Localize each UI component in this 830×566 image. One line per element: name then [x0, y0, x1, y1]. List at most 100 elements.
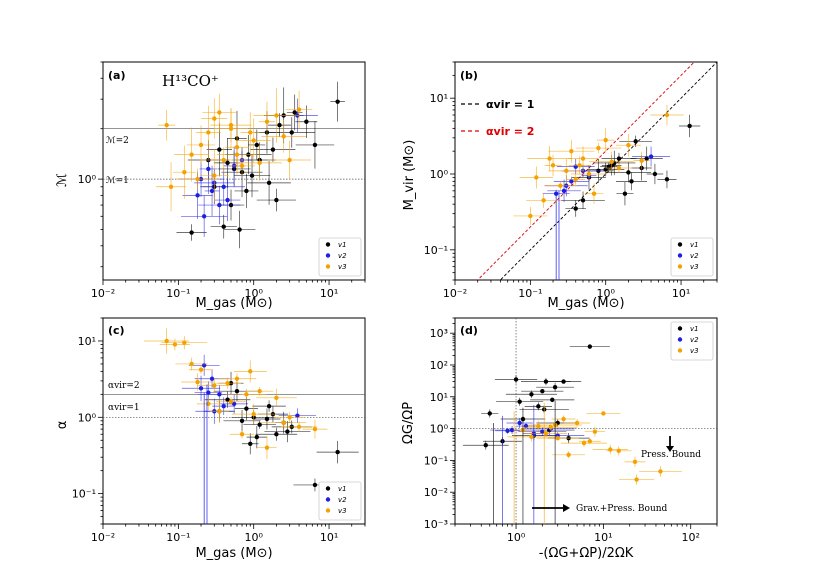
data-point-v2	[295, 413, 300, 418]
data-point-v2	[561, 188, 567, 194]
data-point-v3	[592, 429, 598, 434]
x-tick-label: 10⁰	[596, 287, 615, 300]
data-point-v3	[658, 469, 663, 474]
legend-label-v2: v2	[690, 336, 699, 344]
data-point-v3	[182, 169, 187, 175]
data-point-v3	[244, 392, 249, 397]
data-point-v1	[573, 206, 578, 211]
data-point-v1	[687, 123, 692, 129]
data-point-v1	[254, 142, 260, 148]
data-point-v2	[648, 154, 654, 159]
data-point-v3	[296, 107, 302, 112]
data-point-v1	[266, 180, 272, 186]
data-point-v3	[217, 110, 222, 115]
data-point-v3	[558, 183, 563, 188]
panel-a-frame	[102, 61, 366, 281]
legend-label-v2: v2	[690, 252, 699, 260]
panel-a-legend: v1 v2 v3	[318, 237, 362, 277]
legend-marker-v1	[325, 242, 331, 247]
y-tick-label: 10⁰	[78, 173, 97, 186]
data-point-v3	[195, 379, 200, 385]
y-tick-label: 10⁻¹	[72, 488, 96, 501]
data-point-v3	[608, 447, 613, 452]
data-point-v3	[206, 130, 211, 135]
data-point-v1	[304, 119, 309, 124]
panel-b: (b) αvir = 1 αvir = 2 M_gas (M⊙) M_vir (…	[402, 61, 718, 311]
data-point-v3	[664, 112, 670, 118]
data-point-v1	[264, 416, 270, 422]
legend-marker-v2	[677, 253, 683, 258]
data-point-v3	[574, 420, 580, 426]
data-point-v3	[274, 395, 279, 401]
data-point-v1	[221, 224, 226, 229]
data-point-v1	[244, 188, 249, 194]
x-tick-label: 10⁻¹	[166, 287, 190, 300]
data-point-v1	[335, 99, 340, 104]
data-point-v1	[234, 388, 240, 394]
data-point-v3	[168, 184, 174, 189]
data-point-v3	[548, 425, 553, 430]
y-tick-label: 10⁻¹	[424, 454, 448, 467]
data-point-v1	[550, 397, 555, 403]
data-point-v3	[591, 191, 597, 196]
data-point-v1	[536, 404, 541, 409]
data-point-v1	[312, 482, 318, 488]
data-point-v3	[189, 361, 194, 367]
data-point-v3	[234, 152, 240, 157]
data-point-v2	[217, 202, 222, 208]
data-point-v1	[540, 388, 545, 394]
x-tick-label: 10⁰	[244, 287, 263, 300]
panel-b-legend: v1 v2 v3	[670, 237, 714, 277]
data-point-v1	[487, 411, 492, 416]
data-point-v3	[228, 122, 234, 128]
data-point-v1	[249, 173, 255, 178]
data-point-v3	[632, 459, 638, 465]
panel-c-xlabel: M_gas (M⊙)	[195, 546, 272, 561]
y-tick-label: 10⁰	[78, 411, 97, 424]
data-point-v2	[198, 386, 204, 391]
data-point-v3	[577, 163, 582, 168]
panel-b-xlabel: M_gas (M⊙)	[547, 296, 624, 311]
y-tick-label: 10⁰	[430, 168, 449, 181]
data-point-v3	[541, 198, 546, 203]
legend-label-v3: v3	[690, 347, 699, 355]
data-point-v3	[234, 376, 240, 381]
panel-a-ylabel: ℳ	[55, 173, 70, 187]
data-point-v3	[296, 424, 302, 430]
data-point-v3	[312, 426, 318, 432]
y-tick-label: 10⁻²	[424, 486, 448, 499]
panel-c-legend: v1 v2 v3	[318, 481, 362, 521]
data-point-v3	[264, 119, 270, 124]
panel-b-label: (b)	[460, 69, 478, 82]
data-point-v3	[609, 159, 614, 164]
data-point-v3	[251, 411, 256, 417]
legend-label-v2: v2	[338, 496, 347, 504]
press-bound-arrow-head	[666, 446, 674, 452]
data-point-v3	[287, 157, 292, 163]
panel-a-hline-label-2: ℳ=1	[106, 176, 129, 186]
data-point-v2	[225, 197, 230, 203]
panel-b-frame	[454, 61, 718, 281]
legend-marker-v2	[677, 337, 683, 342]
data-point-v3	[198, 367, 204, 372]
data-point-v1	[561, 379, 566, 384]
data-point-v2	[231, 401, 237, 407]
data-point-v3	[581, 440, 587, 446]
legend-label-v2: v2	[338, 252, 347, 260]
data-point-v3	[182, 340, 187, 345]
species-label: H¹³CO⁺	[162, 72, 219, 90]
data-point-v3	[195, 176, 200, 182]
panel-b-ylabel: M_vir (M⊙)	[402, 140, 417, 211]
legend-marker-v3	[677, 264, 683, 269]
y-tick-label: 10⁻¹	[424, 244, 448, 257]
legend-marker-v1	[677, 326, 683, 331]
panel-d-marks	[455, 318, 717, 524]
x-tick-label: 10⁻¹	[166, 531, 190, 544]
legend-label-v3: v3	[338, 507, 347, 515]
data-point-v1	[237, 227, 242, 232]
data-point-v1	[285, 429, 290, 434]
data-point-v2	[540, 429, 545, 434]
data-point-v1	[552, 385, 558, 390]
x-tick-label: 10⁻²	[443, 287, 467, 300]
